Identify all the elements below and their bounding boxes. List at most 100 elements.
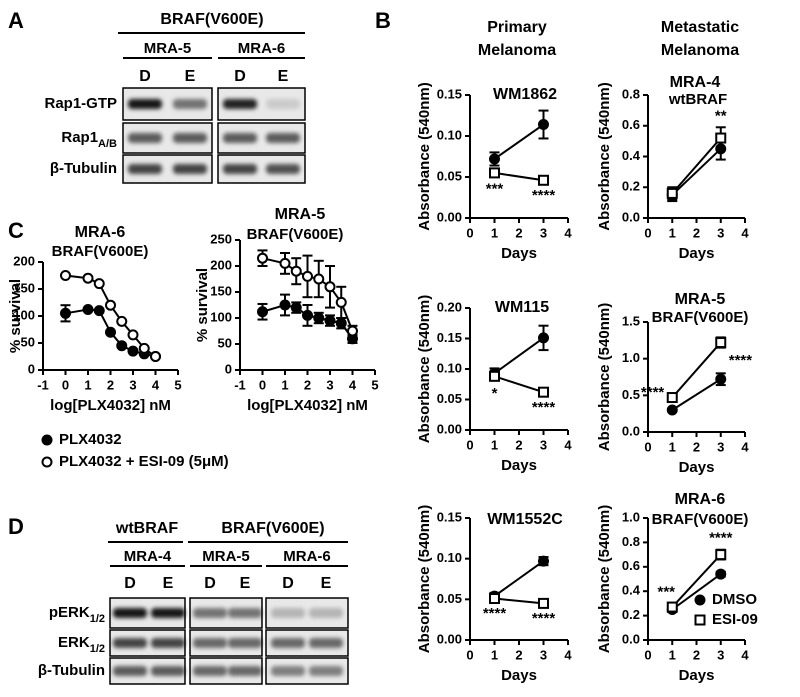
y-tick-label: 0.0 xyxy=(622,209,640,224)
blot-band xyxy=(193,608,227,618)
panel-label: C xyxy=(8,218,24,243)
x-tick-label: 5 xyxy=(371,377,378,392)
lane-label: E xyxy=(278,68,289,85)
y-tick-label: 0.6 xyxy=(622,117,640,132)
blot-band xyxy=(228,608,262,618)
series-line xyxy=(494,597,544,605)
legend-label: PLX4032 xyxy=(59,431,122,448)
data-point xyxy=(715,568,727,580)
blot-band xyxy=(113,638,147,648)
blot-band xyxy=(173,164,207,174)
x-tick-label: 2 xyxy=(515,225,522,240)
blot-band xyxy=(128,164,162,174)
y-tick-label: 0 xyxy=(225,361,232,376)
chart-title: MRA-4 xyxy=(670,74,721,91)
blot-header: BRAF(V600E) xyxy=(221,520,324,537)
y-tick-label: 250 xyxy=(210,231,232,246)
x-tick-label: 0 xyxy=(259,377,266,392)
x-tick-label: 4 xyxy=(349,377,357,392)
legend-marker xyxy=(41,456,53,468)
y-axis-label: Absorbance (540nm) xyxy=(416,295,433,443)
blot-band xyxy=(173,99,207,109)
blot-band xyxy=(173,133,207,143)
x-tick-label: 1 xyxy=(669,647,676,662)
series-line xyxy=(493,123,545,160)
blot-band xyxy=(228,666,262,676)
column-title: Metastatic xyxy=(661,19,739,36)
data-point xyxy=(127,329,139,341)
blot-band xyxy=(271,608,305,618)
x-axis-label: Days xyxy=(501,667,537,684)
data-point xyxy=(489,167,500,179)
series-line xyxy=(671,573,722,611)
significance: **** xyxy=(532,610,556,627)
y-tick-label: 200 xyxy=(13,253,35,268)
x-tick-label: 1 xyxy=(281,377,288,392)
x-axis-label: log[PLX4032] nM xyxy=(50,397,171,414)
y-tick-label: 0.2 xyxy=(622,179,640,194)
x-tick-label: 1 xyxy=(669,439,676,454)
x-tick-label: 3 xyxy=(129,377,136,392)
series-line xyxy=(671,137,722,195)
data-point xyxy=(666,601,678,613)
data-point xyxy=(335,296,347,308)
x-tick-label: 0 xyxy=(466,225,473,240)
x-tick-label: 0 xyxy=(644,647,651,662)
column-title: Melanoma xyxy=(478,42,556,59)
y-tick-label: 1.0 xyxy=(622,350,640,365)
row-label-text: pERK xyxy=(49,604,90,621)
y-axis-label: Absorbance (540nm) xyxy=(416,82,433,230)
y-tick-label: 0.05 xyxy=(437,391,462,406)
series-line xyxy=(494,171,544,182)
y-tick-label: 0.2 xyxy=(622,607,640,622)
data-point xyxy=(335,317,347,329)
blot-band xyxy=(151,666,185,676)
blot-band xyxy=(271,638,305,648)
chart-title: MRA-5 xyxy=(275,206,326,223)
group-label: MRA-6 xyxy=(238,40,286,57)
chart-title: WM115 xyxy=(495,299,549,316)
blot-band xyxy=(223,164,257,174)
y-tick-label: 0.00 xyxy=(437,631,462,646)
chart-title: WM1862 xyxy=(493,86,557,103)
y-tick-label: 0.10 xyxy=(437,127,462,142)
y-axis-label: Absorbance (540nm) xyxy=(596,82,613,230)
y-tick-label: 0.05 xyxy=(437,168,462,183)
y-tick-label: 0.10 xyxy=(437,360,462,375)
x-tick-label: 3 xyxy=(540,647,547,662)
series-line xyxy=(493,560,545,597)
y-tick-label: 0 xyxy=(28,361,35,376)
x-axis-label: log[PLX4032] nM xyxy=(247,397,368,414)
row-label-text: Rap1-GTP xyxy=(44,95,117,112)
lane-label: D xyxy=(282,575,294,592)
significance: **** xyxy=(483,605,507,622)
data-point xyxy=(347,325,358,337)
lane-label: D xyxy=(124,575,136,592)
row-label-text: ERK xyxy=(58,634,90,651)
legend-marker xyxy=(694,594,706,606)
data-point xyxy=(538,597,549,609)
y-tick-label: 0.15 xyxy=(437,330,462,345)
y-tick-label: 0.0 xyxy=(622,631,640,646)
data-point xyxy=(127,345,139,357)
significance: *** xyxy=(486,180,504,197)
x-tick-label: -1 xyxy=(37,377,49,392)
data-point xyxy=(82,272,94,284)
row-label: Rap1A/B xyxy=(61,129,117,150)
blot-band xyxy=(223,133,257,143)
blot-band xyxy=(271,666,305,676)
chart-subtitle: BRAF(V600E) xyxy=(247,226,344,243)
data-point xyxy=(60,307,71,319)
data-point xyxy=(60,270,71,281)
legend-label: DMSO xyxy=(712,591,757,608)
data-point xyxy=(279,299,291,311)
x-tick-label: 0 xyxy=(644,439,651,454)
data-point xyxy=(313,273,325,285)
blot-header: BRAF(V600E) xyxy=(160,11,263,28)
x-tick-label: 0 xyxy=(466,647,473,662)
x-tick-label: 0 xyxy=(466,437,473,452)
lane-label: D xyxy=(234,68,246,85)
blot-band xyxy=(128,133,162,143)
y-tick-label: 50 xyxy=(218,335,232,350)
